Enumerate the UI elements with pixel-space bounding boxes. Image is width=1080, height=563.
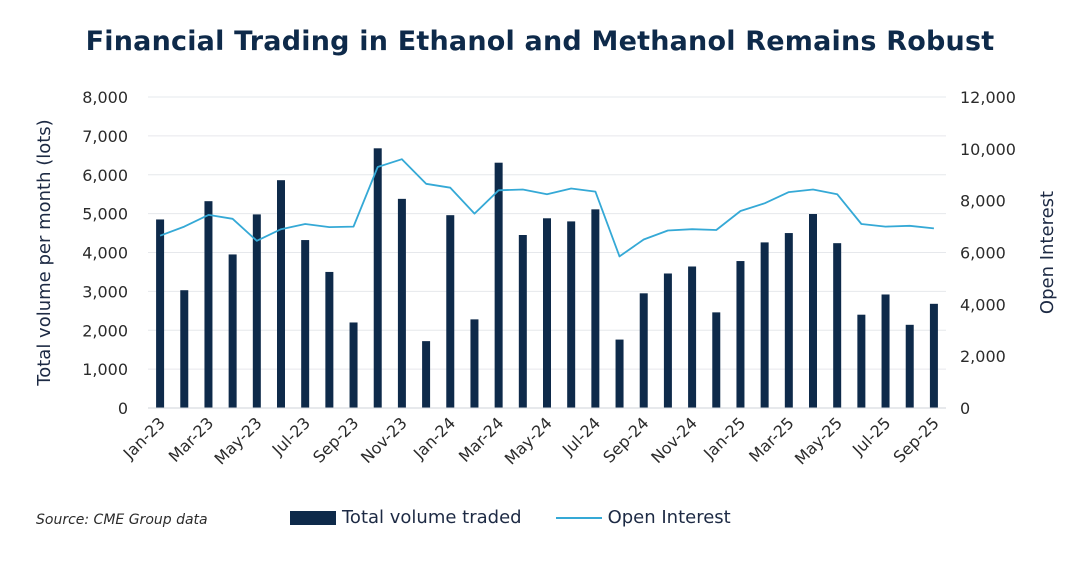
right-axis-ticks: 0 2,000 4,000 6,000 8,000 10,000 12,000 (960, 88, 1016, 418)
volume-bar (591, 209, 600, 408)
right-tick-label: 2,000 (960, 347, 1006, 366)
volume-bar (736, 261, 745, 408)
right-tick-label: 6,000 (960, 244, 1006, 263)
open-interest-path (159, 158, 934, 258)
x-tick-label: Sep-24 (599, 413, 652, 466)
left-tick-label: 6,000 (82, 166, 128, 185)
right-axis-label: Open Interest (1037, 191, 1058, 314)
x-tick-label: Nov-24 (647, 413, 701, 467)
left-tick-label: 8,000 (82, 88, 128, 107)
legend-swatch-bar (290, 510, 336, 525)
volume-bar (156, 219, 165, 408)
left-tick-label: 2,000 (82, 321, 128, 340)
volume-bar (301, 240, 310, 408)
volume-bar (180, 290, 189, 408)
right-tick-label: 12,000 (960, 88, 1016, 107)
volume-bar (929, 303, 938, 408)
left-tick-label: 0 (118, 399, 128, 418)
volume-bar (543, 218, 551, 408)
volume-bar (760, 242, 769, 408)
volume-bar (228, 254, 237, 408)
x-tick-label: Jul-23 (268, 413, 314, 459)
volume-bar (833, 243, 842, 408)
x-tick-label: Nov-23 (357, 413, 411, 467)
source-note: Source: CME Group data (36, 512, 208, 528)
right-tick-label: 8,000 (960, 192, 1006, 211)
x-tick-label: Jul-24 (558, 413, 604, 459)
left-tick-label: 3,000 (82, 282, 128, 301)
left-tick-label: 5,000 (82, 205, 128, 224)
volume-bar (470, 319, 479, 408)
x-tick-label: May-23 (211, 413, 266, 468)
legend-label-volume: Total volume traded (342, 507, 522, 528)
x-tick-label: May-25 (791, 413, 846, 468)
left-tick-label: 4,000 (82, 244, 128, 263)
right-tick-label: 4,000 (960, 295, 1006, 314)
volume-bar (857, 314, 866, 408)
legend: Total volume traded Open Interest (290, 507, 765, 528)
x-tick-label: May-24 (501, 413, 556, 468)
x-tick-label: Mar-24 (455, 413, 508, 466)
legend-swatch-line (555, 516, 602, 519)
volume-bar (446, 215, 455, 408)
combo-chart: 0 1,000 2,000 3,000 4,000 5,000 6,000 7,000 8,00… (34, 88, 1058, 469)
volume-bar (784, 233, 793, 408)
volume-bar (518, 235, 527, 408)
x-tick-label: Jan-25 (699, 413, 749, 463)
volume-bar (373, 148, 382, 408)
volume-bar (422, 341, 431, 408)
volume-bars (156, 148, 938, 408)
volume-bar (639, 293, 648, 408)
legend-item-volume: Total volume traded (290, 507, 522, 528)
left-tick-label: 1,000 (82, 360, 128, 379)
volume-bar (494, 162, 503, 408)
volume-bar (663, 273, 672, 408)
chart-title: Financial Trading in Ethanol and Methano… (85, 26, 995, 57)
volume-bar (688, 266, 697, 408)
x-tick-label: Mar-23 (165, 413, 218, 466)
volume-bar (809, 214, 817, 408)
volume-bar (712, 312, 721, 408)
open-interest-line (159, 158, 934, 258)
volume-bar (881, 294, 890, 408)
volume-bar (204, 201, 213, 408)
x-tick-label: Mar-25 (745, 413, 798, 466)
legend-label-open-interest: Open Interest (607, 507, 731, 528)
x-tick-label: Jul-25 (848, 413, 894, 459)
right-tick-label: 0 (960, 399, 970, 418)
x-tick-label: Jan-23 (119, 413, 169, 463)
legend-item-open-interest: Open Interest (555, 507, 731, 528)
left-axis-ticks: 0 1,000 2,000 3,000 4,000 5,000 6,000 7,000 8,00… (82, 88, 128, 418)
volume-bar (349, 322, 358, 408)
volume-bar (252, 214, 261, 408)
left-tick-label: 7,000 (82, 127, 128, 146)
x-tick-label: Sep-25 (889, 413, 942, 466)
volume-bar (397, 198, 406, 408)
volume-bar (277, 180, 285, 408)
volume-bar (615, 339, 624, 408)
left-axis-label: Total volume per month (lots) (34, 119, 55, 386)
volume-bar (567, 221, 576, 408)
x-tick-label: Jan-24 (409, 413, 459, 463)
right-tick-label: 10,000 (960, 140, 1016, 159)
volume-bar (905, 324, 914, 408)
volume-bar (325, 271, 334, 408)
x-tick-label: Sep-23 (309, 413, 362, 466)
